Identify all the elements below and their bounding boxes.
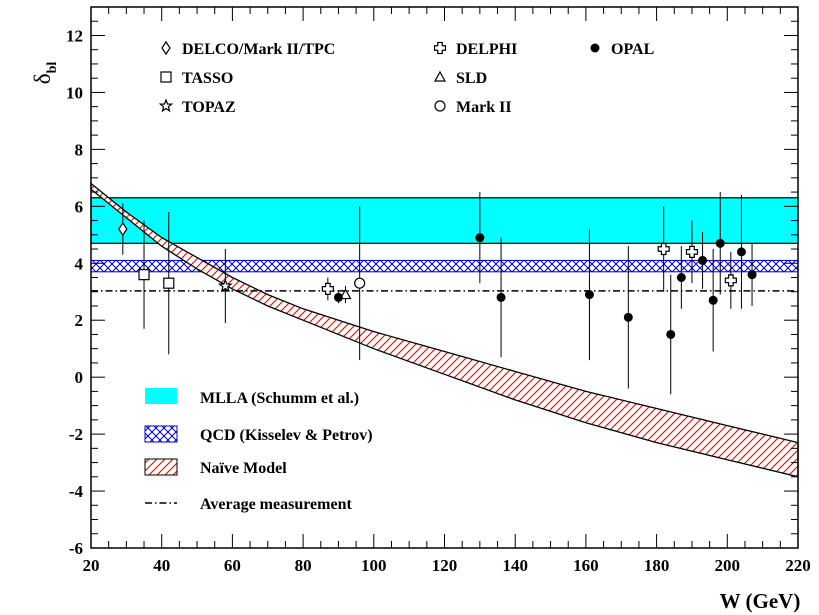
data-point-opal <box>747 270 757 280</box>
legend-experiments: DELCO/Mark II/TPC TASSO TOPAZ DELPHI SLD Mark… <box>158 40 654 116</box>
x-tick-label: 200 <box>715 556 741 575</box>
legend-models: MLLA (Schumm et al.) QCD (Kisselev & Petr… <box>144 388 373 513</box>
y-tick-labels: -6 -4 -2 0 2 4 6 8 10 12 <box>66 26 84 558</box>
data-point-opal <box>496 292 506 302</box>
data-point-tasso <box>138 269 150 281</box>
legend-label-delphi: DELPHI <box>456 41 517 58</box>
x-tick-label: 40 <box>153 556 170 575</box>
legend-label-tasso: TASSO <box>182 70 233 87</box>
x-axis-title: W (GeV) <box>720 589 801 613</box>
legend-label-delco-mark-ii-tpc: DELCO/Mark II/TPC <box>182 41 335 58</box>
x-tick-labels: 20 40 60 80 100 120 140 160 180 200 220 <box>83 556 811 575</box>
x-tick-label: 160 <box>573 556 599 575</box>
data-point-delphi <box>724 274 737 287</box>
data-point-opal <box>623 312 633 322</box>
data-point-mark-ii <box>354 277 366 289</box>
legend-label-mark-ii: Mark II <box>456 99 512 116</box>
x-tick-label: 180 <box>644 556 670 575</box>
legend-label-qcd-kisselev-petrov-: QCD (Kisselev & Petrov) <box>200 427 373 444</box>
legend-marker-tasso <box>160 71 172 83</box>
band-mlla <box>90 197 799 244</box>
y-tick-label: 6 <box>75 197 84 216</box>
y-tick-label: 8 <box>75 140 84 159</box>
data-point-opal <box>715 238 725 248</box>
legend-marker-delphi <box>433 41 447 55</box>
legend-swatch-qcd-kisselev-petrov- <box>144 425 178 443</box>
y-axis-title: δbl <box>30 62 60 85</box>
data-point-opal <box>584 290 594 300</box>
data-point-opal <box>666 329 676 339</box>
x-tick-label: 80 <box>295 556 312 575</box>
y-tick-label: -4 <box>69 482 84 501</box>
legend-marker-sld <box>433 70 447 82</box>
x-tick-label: 140 <box>502 556 528 575</box>
data-point-delphi <box>657 242 670 256</box>
legend-label-sld: SLD <box>456 70 487 87</box>
data-point-opal <box>333 292 343 302</box>
y-tick-label: 2 <box>75 311 84 330</box>
data-point-opal <box>708 295 718 305</box>
legend-marker-topaz <box>158 98 174 113</box>
data-point-opal <box>736 247 746 257</box>
marks-layer <box>118 192 757 395</box>
legend-label-opal: OPAL <box>611 41 654 58</box>
data-point-tasso <box>163 277 175 289</box>
x-tick-label: 120 <box>432 556 458 575</box>
legend-label-mlla-schumm-et-al-: MLLA (Schumm et al.) <box>200 390 359 407</box>
legend-marker-delco-mark-ii-tpc <box>161 40 171 56</box>
y-tick-label: -2 <box>69 425 83 444</box>
data-point-topaz <box>217 278 233 293</box>
legend-label-topaz: TOPAZ <box>182 99 236 116</box>
data-point-opal <box>475 233 485 243</box>
data-point-opal <box>698 255 708 265</box>
y-tick-label: 0 <box>75 368 84 387</box>
x-tick-label: 220 <box>785 556 811 575</box>
legend-swatch-mlla-schumm-et-al- <box>145 388 177 404</box>
y-axis-title-main: δ <box>30 73 55 84</box>
legend-label-na-ve-model: Naïve Model <box>200 460 287 477</box>
data-point-delphi <box>321 282 334 295</box>
y-tick-label: 12 <box>66 26 83 45</box>
data-point-delco-mark-ii-tpc <box>118 222 128 237</box>
data-point-delphi <box>685 245 699 258</box>
ticks-layer <box>90 6 799 549</box>
data-point-sld <box>339 288 352 300</box>
legend-label-average-measurement: Average measurement <box>200 496 352 513</box>
x-tick-label: 60 <box>224 556 241 575</box>
y-tick-label: -6 <box>69 539 83 558</box>
data-point-opal <box>676 273 686 282</box>
x-tick-label: 20 <box>83 556 100 575</box>
legend-marker-mark-ii <box>434 100 446 112</box>
x-tick-label: 100 <box>361 556 387 575</box>
y-tick-label: 4 <box>75 254 84 273</box>
legend-marker-opal <box>590 43 600 53</box>
y-axis-title-sub: bl <box>45 62 60 74</box>
y-tick-label: 10 <box>66 83 83 102</box>
legend-swatch-na-ve-model <box>144 458 178 476</box>
